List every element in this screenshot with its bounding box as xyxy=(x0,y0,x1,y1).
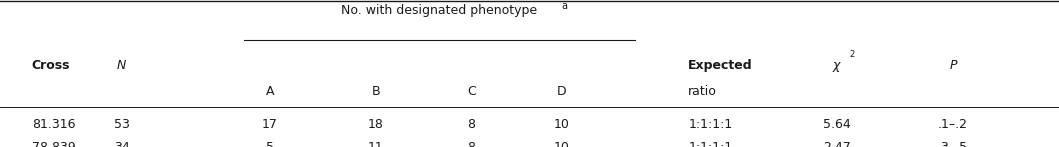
Text: 5.64: 5.64 xyxy=(823,118,850,131)
Text: Cross: Cross xyxy=(32,59,70,72)
Text: 78.839: 78.839 xyxy=(32,141,75,147)
Text: 10: 10 xyxy=(554,118,569,131)
Text: B: B xyxy=(372,85,380,98)
Text: a: a xyxy=(561,1,568,11)
Text: 53: 53 xyxy=(114,118,129,131)
Text: χ: χ xyxy=(833,59,840,72)
Text: 11: 11 xyxy=(369,141,383,147)
Text: P: P xyxy=(949,59,957,72)
Text: 1:1:1:1: 1:1:1:1 xyxy=(688,118,733,131)
Text: .1–.2: .1–.2 xyxy=(938,118,968,131)
Text: No. with designated phenotype: No. with designated phenotype xyxy=(341,4,538,17)
Text: 1:1:1:1: 1:1:1:1 xyxy=(688,141,733,147)
Text: 17: 17 xyxy=(263,118,277,131)
Text: 34: 34 xyxy=(114,141,129,147)
Text: A: A xyxy=(266,85,274,98)
Text: 81.316: 81.316 xyxy=(32,118,75,131)
Text: ratio: ratio xyxy=(688,85,717,98)
Text: Expected: Expected xyxy=(688,59,753,72)
Text: 8: 8 xyxy=(467,141,475,147)
Text: .3–.5: .3–.5 xyxy=(938,141,968,147)
Text: 5: 5 xyxy=(266,141,274,147)
Text: D: D xyxy=(556,85,567,98)
Text: 18: 18 xyxy=(369,118,383,131)
Text: 10: 10 xyxy=(554,141,569,147)
Text: N: N xyxy=(118,59,126,72)
Text: C: C xyxy=(467,85,475,98)
Text: 8: 8 xyxy=(467,118,475,131)
Text: 2.47: 2.47 xyxy=(823,141,850,147)
Text: 2: 2 xyxy=(849,50,855,59)
